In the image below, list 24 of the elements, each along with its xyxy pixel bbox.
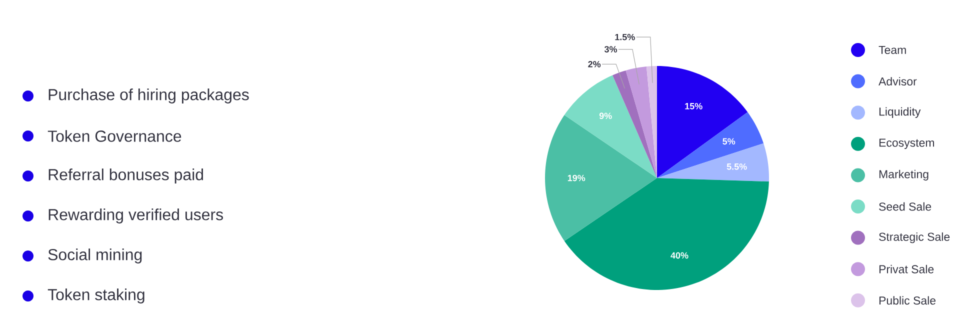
legend-label: Ecosystem bbox=[879, 138, 934, 150]
text: Rewarding verified users bbox=[48, 208, 223, 224]
data-label: 5% bbox=[722, 138, 736, 145]
data-label: 19% bbox=[568, 174, 586, 182]
text: Social mining bbox=[48, 248, 142, 264]
data-label: 1.5% bbox=[615, 34, 635, 40]
legend-label: Strategic Sale bbox=[879, 232, 950, 244]
data-label: 5.5% bbox=[726, 163, 747, 170]
text: Token Governance bbox=[48, 130, 182, 142]
data-label: 3% bbox=[604, 46, 618, 52]
legend-label: Privat Sale bbox=[879, 264, 934, 274]
data-label: 9% bbox=[599, 112, 612, 120]
legend-label: Team bbox=[878, 46, 906, 54]
data-label: 2% bbox=[588, 61, 601, 68]
legend-label: Marketing bbox=[879, 170, 928, 181]
data-label: 15% bbox=[685, 102, 702, 110]
legend-label: Advisor bbox=[878, 77, 917, 86]
legend-label: Liquidity bbox=[879, 107, 921, 118]
legend-label: Public Sale bbox=[879, 296, 936, 305]
data-label: 40% bbox=[670, 252, 688, 259]
text: Referral bonuses paid bbox=[48, 168, 203, 184]
legend-label: Seed Sale bbox=[879, 202, 932, 211]
text: Purchase of hiring packages bbox=[48, 88, 249, 104]
text: Token staking bbox=[48, 288, 144, 304]
